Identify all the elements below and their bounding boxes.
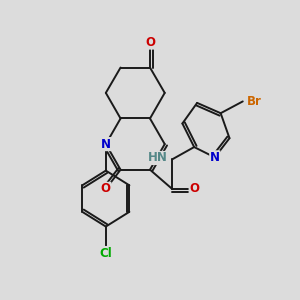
Text: O: O	[101, 182, 111, 195]
Text: O: O	[189, 182, 199, 195]
Text: Cl: Cl	[100, 247, 112, 260]
Text: N: N	[101, 138, 111, 151]
Text: Br: Br	[247, 95, 262, 108]
Text: HN: HN	[148, 152, 168, 164]
Text: O: O	[145, 36, 155, 49]
Text: N: N	[210, 151, 220, 164]
